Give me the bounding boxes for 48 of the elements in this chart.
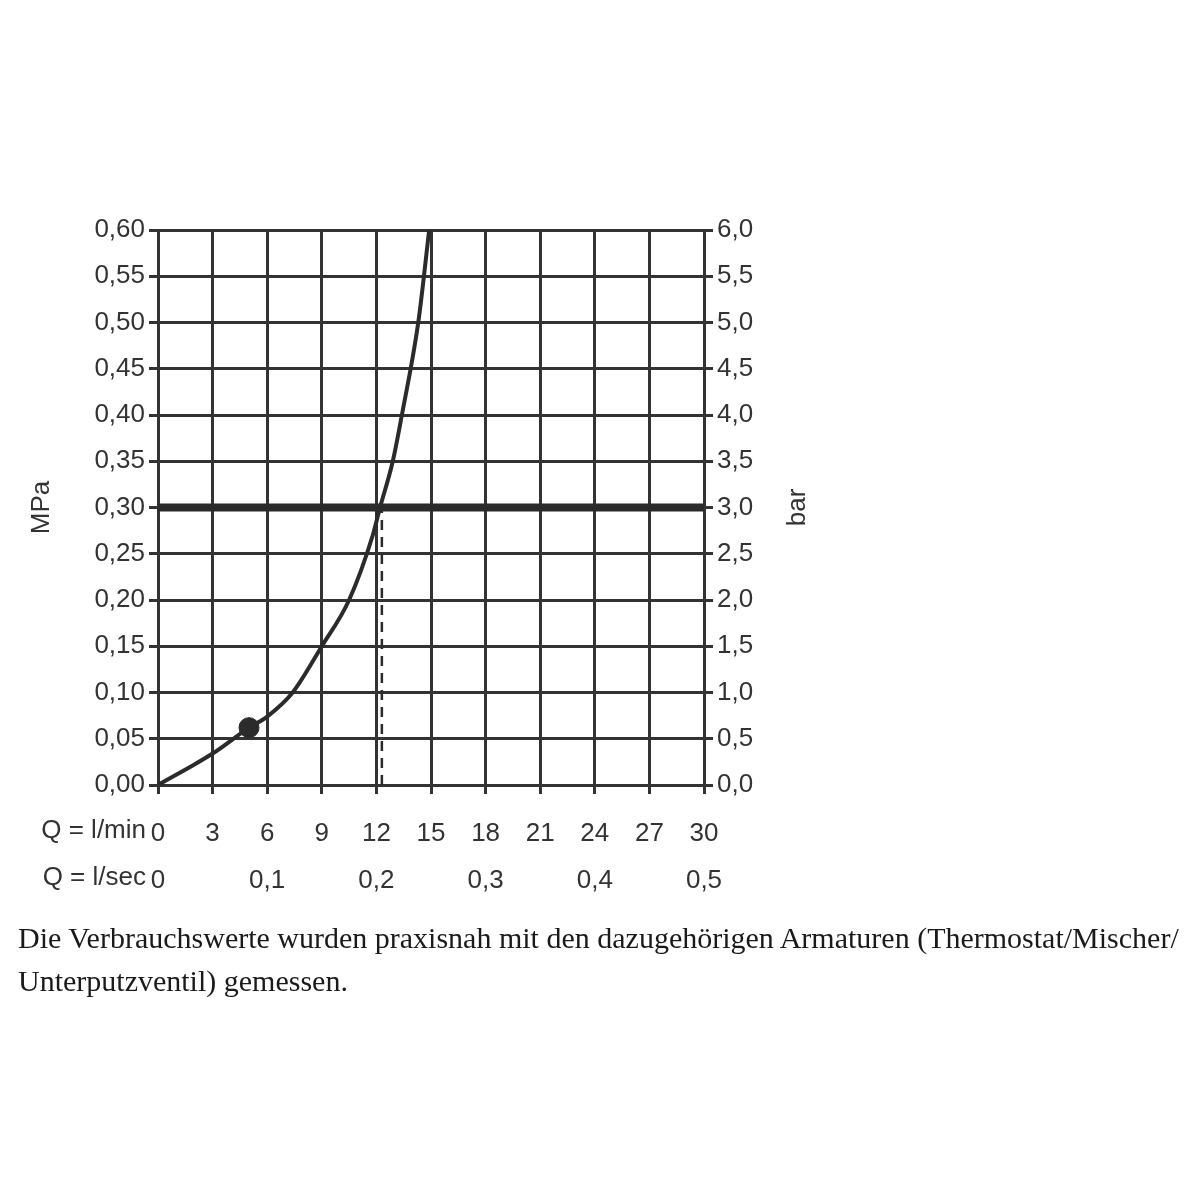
x-tick-label: 15 xyxy=(416,816,446,847)
y-tick-label: 0,45 xyxy=(94,351,145,382)
y2-tick-label: 4,0 xyxy=(717,398,754,429)
y-tick-label: 0,60 xyxy=(94,213,145,244)
x2-tick-label: 0,5 xyxy=(685,863,723,894)
x-tick-label: 9 xyxy=(314,816,330,847)
y-tick-label: 0,15 xyxy=(94,629,145,660)
x-tick-label: 6 xyxy=(259,816,275,847)
x-axis-title: Q = l/min xyxy=(41,814,146,845)
x2-tick-label: 0,2 xyxy=(358,863,395,894)
y2-tick-label: 2,0 xyxy=(717,583,754,614)
text: Die Verbrauchswerte wurden praxisnah mit den dazugehörigen Armaturen (Thermostat/Mischer/Unterputzventil) gemessen. xyxy=(18,921,1179,997)
x-tick-label: 12 xyxy=(361,816,391,847)
y-tick-label: 0,55 xyxy=(94,259,145,290)
y2-tick-label: 6,0 xyxy=(717,213,754,244)
x-tick-label: 24 xyxy=(580,816,610,847)
y2-tick-label: 2,5 xyxy=(717,536,754,567)
x2-tick-label: 0,1 xyxy=(249,863,286,894)
y2-tick-label: 3,5 xyxy=(717,444,754,475)
x-tick-label: 0 xyxy=(150,816,166,847)
x-tick-label: 27 xyxy=(634,816,664,847)
y2-tick-label: 5,0 xyxy=(717,305,754,336)
y2-tick-label: 4,5 xyxy=(717,351,754,382)
y-tick-label: 0,05 xyxy=(94,721,145,752)
y2-tick-label: 5,5 xyxy=(717,259,754,290)
y2-tick-label: 1,5 xyxy=(717,629,754,660)
y-tick-label: 0,20 xyxy=(94,583,145,614)
y-tick-label: 0,35 xyxy=(94,444,145,475)
y-tick-label: 0,00 xyxy=(94,768,145,799)
y-tick-label: 0,40 xyxy=(94,398,145,429)
x2-axis-title: Q = l/sec xyxy=(42,861,146,892)
y-tick-label: 0,25 xyxy=(94,536,145,567)
y-tick-label: 0,50 xyxy=(94,305,145,336)
y-tick-label: 0,10 xyxy=(94,675,145,706)
x-tick-label: 21 xyxy=(525,816,555,847)
y-axis-title: MPa xyxy=(25,480,56,535)
y2-tick-label: 3,0 xyxy=(717,490,754,521)
y2-tick-label: 0,0 xyxy=(717,768,754,799)
y2-axis-title: bar xyxy=(781,488,812,527)
x2-tick-label: 0,3 xyxy=(467,863,504,894)
x2-tick-label: 0,4 xyxy=(576,863,613,894)
x-tick-label: 18 xyxy=(471,816,501,847)
y2-tick-label: 0,5 xyxy=(717,721,754,752)
x-tick-label: 3 xyxy=(205,816,220,847)
y-tick-label: 0,30 xyxy=(94,490,145,521)
y2-tick-label: 1,0 xyxy=(717,675,754,706)
x-tick-label: 30 xyxy=(689,816,719,847)
x2-tick-label: 0 xyxy=(150,863,166,894)
